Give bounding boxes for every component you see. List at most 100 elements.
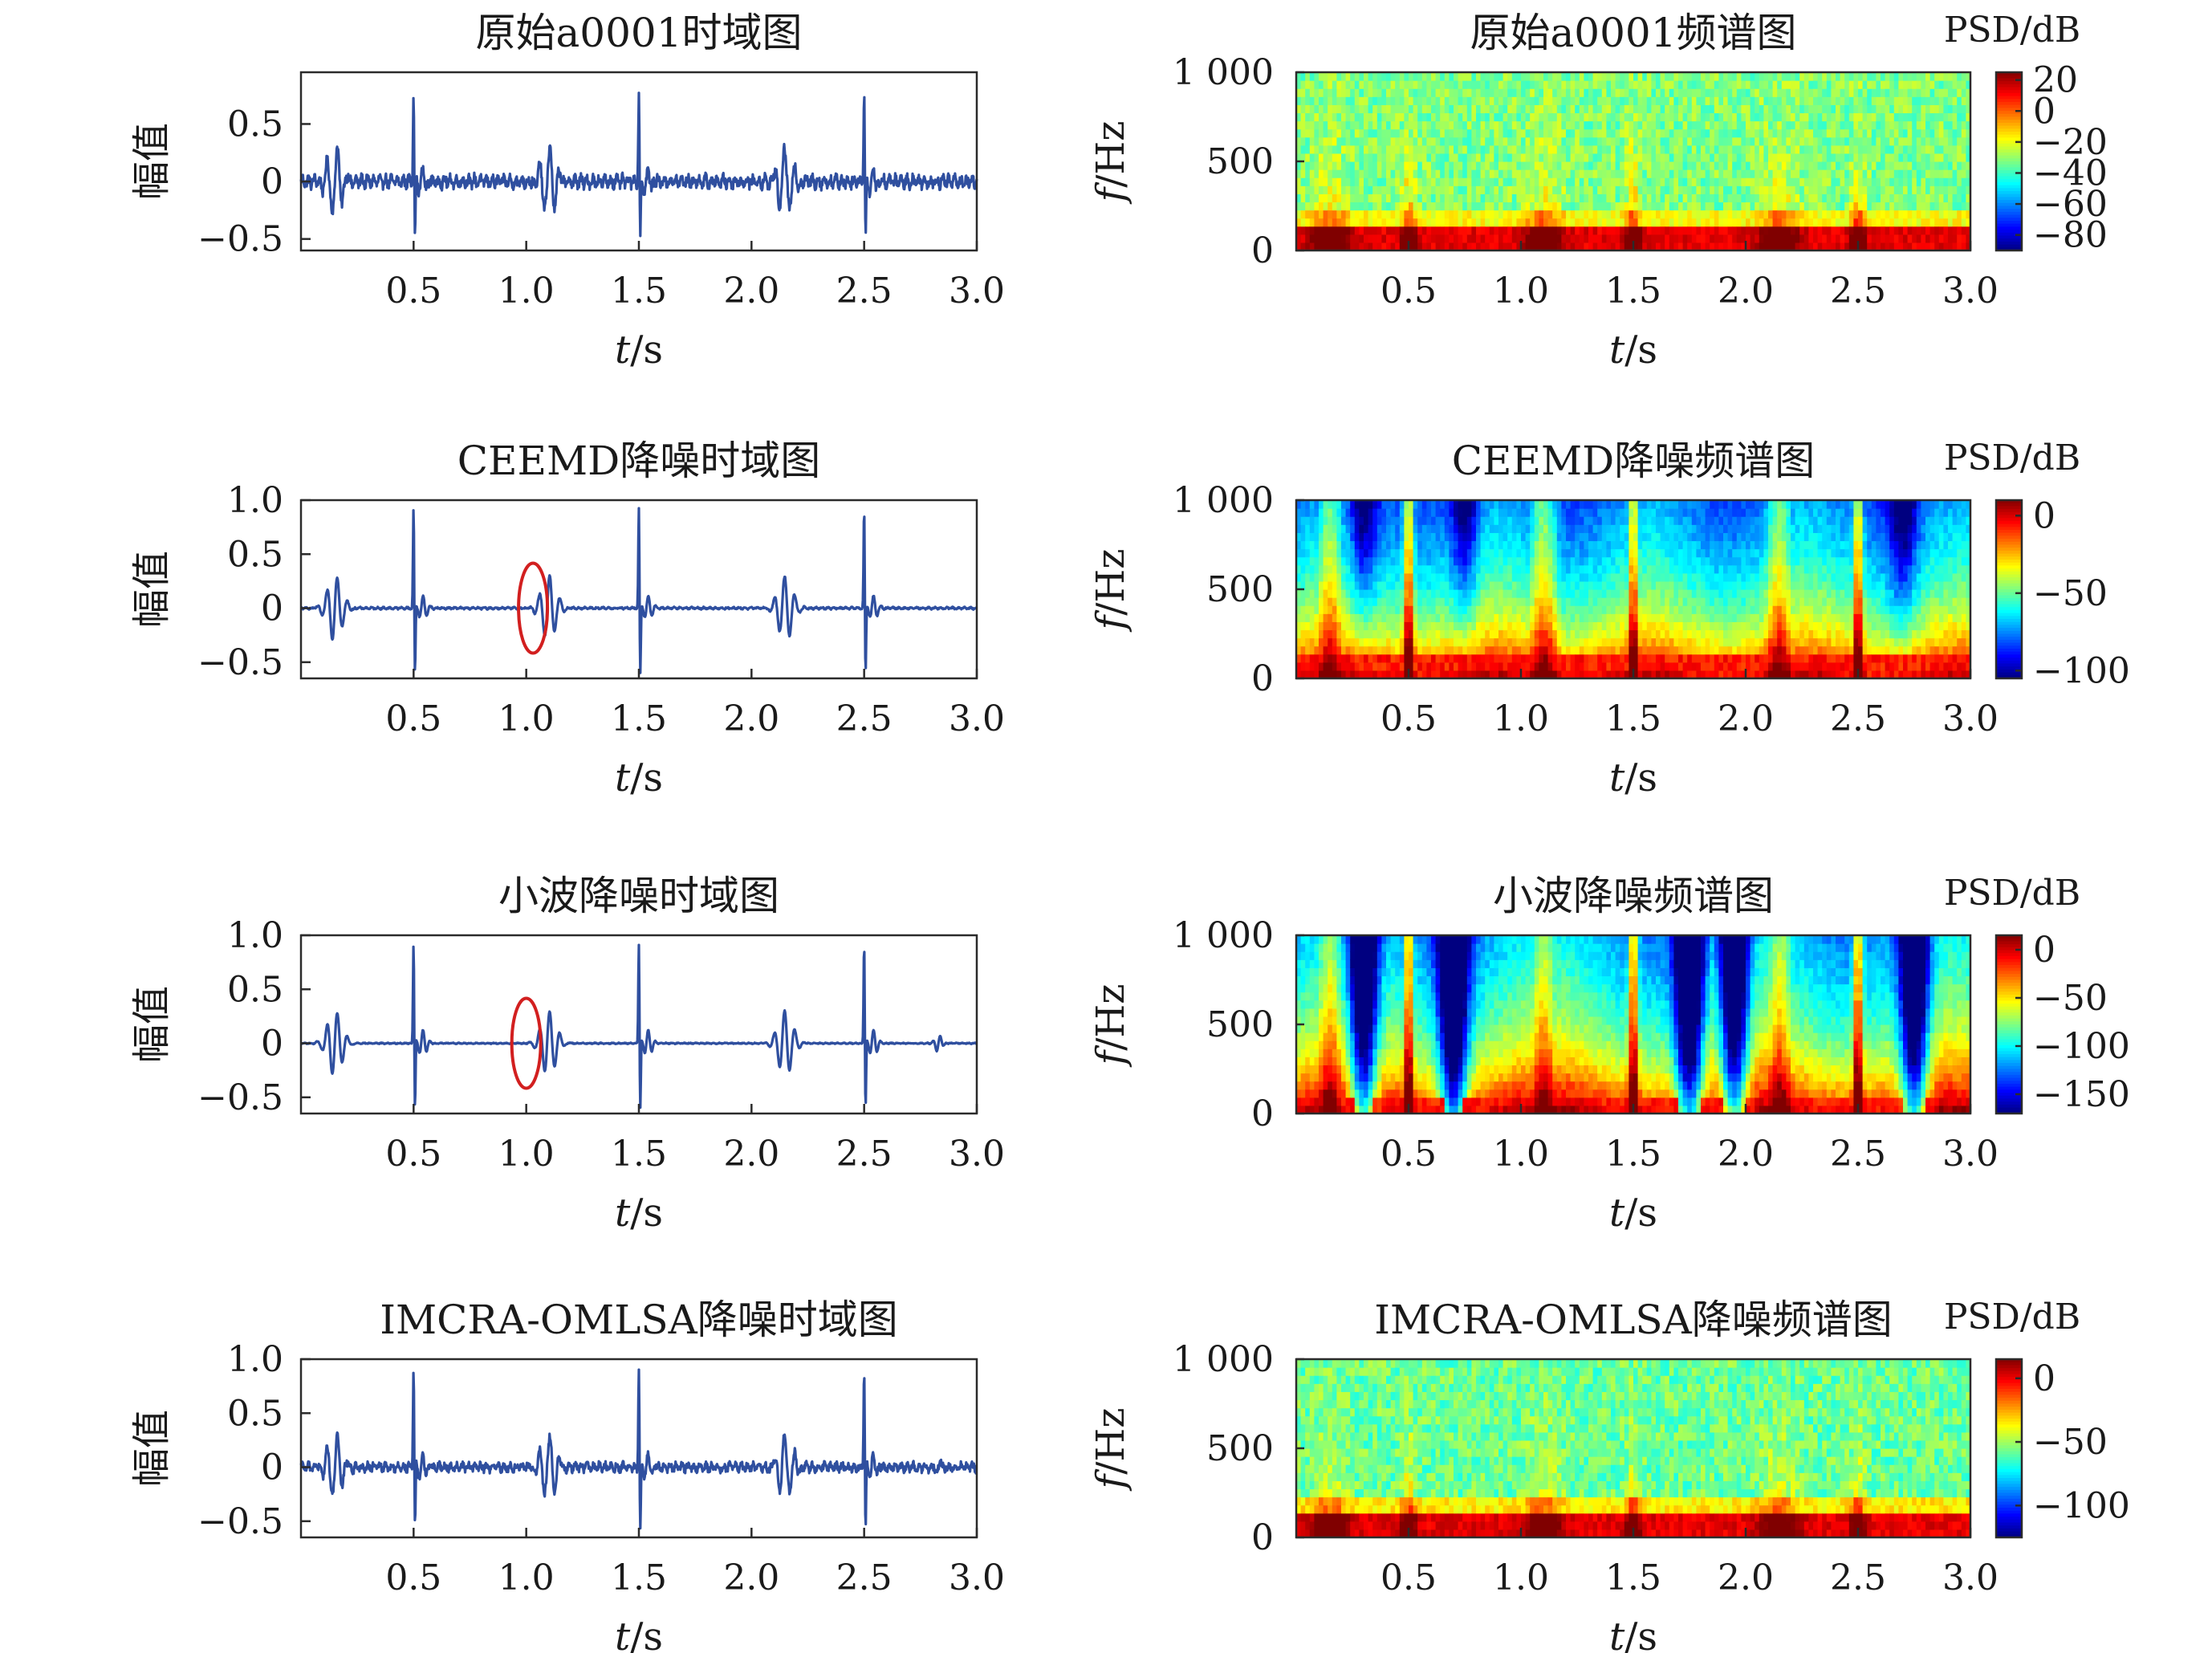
heatmap-cell (1682, 226, 1688, 235)
heatmap-cell (1813, 104, 1819, 114)
heatmap-cell (1696, 234, 1702, 243)
heatmap-cell (1701, 193, 1706, 203)
heatmap-cell (1449, 637, 1454, 647)
heatmap-cell (1853, 218, 1859, 227)
heatmap-cell (1525, 613, 1531, 622)
heatmap-cell (1534, 218, 1539, 227)
heatmap-cell (1741, 128, 1746, 138)
heatmap-cell (1836, 136, 1841, 146)
heatmap-cell (1732, 242, 1738, 251)
heatmap-cell (1912, 145, 1917, 154)
heatmap-cell (1961, 104, 1966, 114)
heatmap-cell (1516, 637, 1522, 647)
heatmap-cell (1498, 136, 1504, 146)
heatmap-cell (1431, 532, 1437, 542)
heatmap-cell (1781, 177, 1787, 186)
heatmap-cell (1862, 120, 1868, 130)
heatmap-cell (1858, 153, 1864, 162)
heatmap-cell (1736, 226, 1742, 235)
heatmap-cell (1426, 169, 1432, 178)
heatmap-cell (1498, 193, 1504, 203)
heatmap-cell (1615, 202, 1620, 211)
heatmap-cell (1547, 580, 1553, 590)
heatmap-cell (1454, 670, 1459, 679)
heatmap-cell (1746, 128, 1751, 138)
heatmap-cell (1485, 516, 1490, 525)
heatmap-cell (1431, 210, 1437, 219)
heatmap-cell (1345, 572, 1351, 582)
heatmap-cell (1651, 153, 1657, 162)
heatmap-cell (1938, 169, 1944, 178)
heatmap-cell (1498, 242, 1504, 251)
heatmap-cell (1409, 662, 1414, 671)
heatmap-cell (1893, 120, 1899, 130)
heatmap-cell (1440, 621, 1446, 631)
heatmap-cell (1844, 128, 1850, 138)
heatmap-cell (1808, 161, 1814, 170)
heatmap-cell (1556, 572, 1562, 582)
heatmap-cell (1305, 104, 1311, 114)
heatmap-cell (1305, 621, 1311, 631)
heatmap-cell (1552, 524, 1558, 533)
heatmap-cell (1561, 508, 1567, 517)
heatmap-cell (1732, 88, 1738, 97)
heatmap-cell (1651, 80, 1657, 89)
heatmap-cell (1417, 202, 1423, 211)
heatmap-cell (1750, 185, 1755, 194)
heatmap-cell (1727, 218, 1733, 227)
heatmap-cell (1575, 210, 1580, 219)
heatmap-cell (1332, 193, 1337, 203)
heatmap-cell (1705, 218, 1710, 227)
heatmap-cell (1678, 218, 1684, 227)
heatmap-cell (1364, 621, 1369, 631)
heatmap-cell (1691, 120, 1697, 130)
heatmap-cell (1552, 629, 1558, 639)
heatmap-cell (1786, 136, 1791, 146)
heatmap-cell (1421, 548, 1427, 558)
heatmap-cell (1521, 145, 1527, 154)
heatmap-cell (1611, 226, 1616, 235)
heatmap-cell (1390, 508, 1396, 517)
heatmap-cell (1530, 210, 1535, 219)
heatmap-cell (1575, 613, 1580, 622)
heatmap-cell (1417, 524, 1423, 533)
heatmap-cell (1305, 234, 1311, 243)
heatmap-cell (1328, 645, 1333, 655)
heatmap-cell (1831, 185, 1836, 194)
heatmap-cell (1364, 532, 1369, 542)
heatmap-cell (1399, 645, 1405, 655)
heatmap-cell (1305, 80, 1311, 89)
heatmap-cell (1530, 580, 1535, 590)
heatmap-cell (1354, 589, 1360, 598)
heatmap-cell (1961, 161, 1966, 170)
heatmap-cell (1561, 234, 1567, 243)
heatmap-cell (1372, 572, 1378, 582)
heatmap-cell (1786, 193, 1791, 203)
heatmap-cell (1381, 96, 1387, 105)
heatmap-cell (1723, 210, 1729, 219)
heatmap-cell (1359, 72, 1364, 81)
heatmap-cell (1916, 136, 1921, 146)
heatmap-cell (1606, 662, 1612, 671)
heatmap-cell (1413, 613, 1418, 622)
heatmap-cell (1746, 88, 1751, 97)
heatmap-cell (1746, 136, 1751, 146)
heatmap-cell (1332, 169, 1337, 178)
heatmap-cell (1714, 128, 1719, 138)
heatmap-cell (1381, 128, 1387, 138)
heatmap-cell (1943, 153, 1949, 162)
heatmap-cell (1345, 218, 1351, 227)
heatmap-cell (1579, 621, 1584, 631)
heatmap-cell (1570, 637, 1576, 647)
heatmap-cell (1665, 96, 1670, 105)
heatmap-cell (1791, 120, 1796, 130)
heatmap-cell (1345, 145, 1351, 154)
heatmap-cell (1305, 524, 1311, 533)
heatmap-cell (1961, 145, 1966, 154)
heatmap-cell (1511, 645, 1517, 655)
heatmap-cell (1547, 177, 1553, 186)
x-tick-label: 2.5 (1830, 271, 1886, 311)
heatmap-cell (1305, 662, 1311, 671)
heatmap-cell (1498, 508, 1504, 517)
heatmap-cell (1368, 629, 1373, 639)
